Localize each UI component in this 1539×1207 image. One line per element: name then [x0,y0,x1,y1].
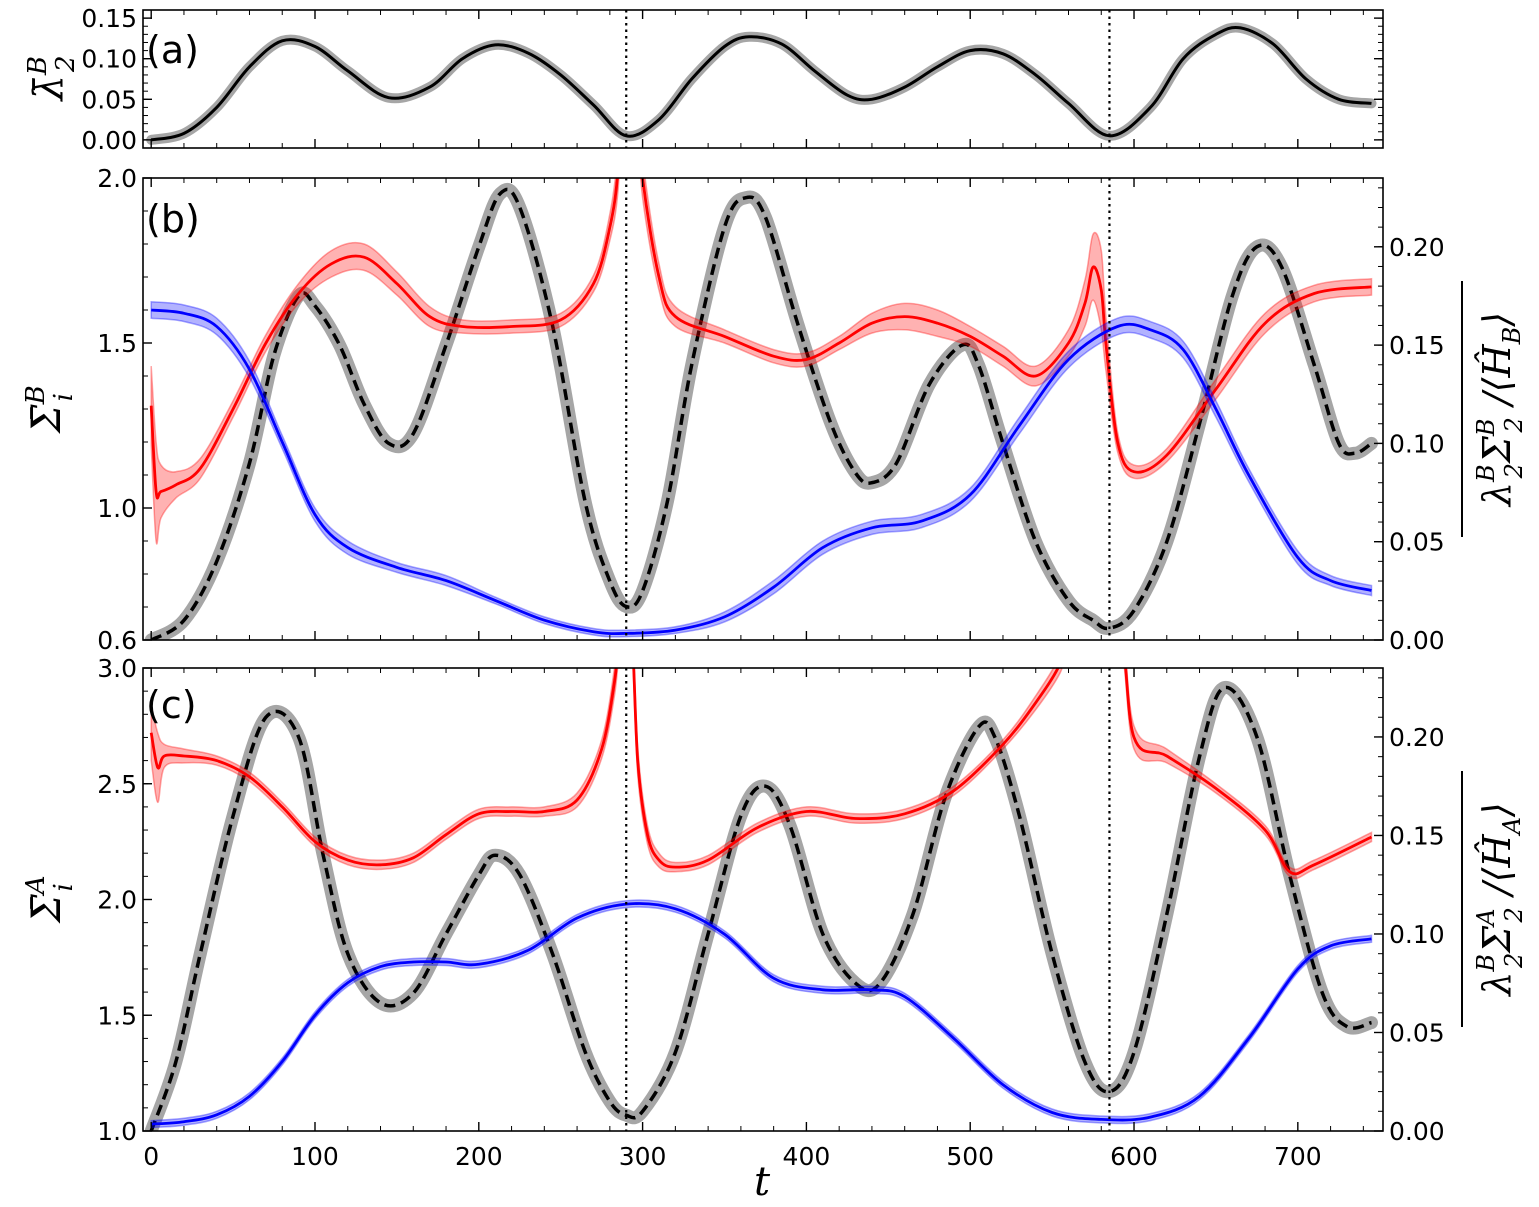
panel-a-series-0-spread [146,22,1377,145]
panel-c-series-1-line [151,902,1372,1126]
panel-c-xtick-label-6: 600 [1110,1142,1158,1171]
svg-text:Σ̄Ai: Σ̄Ai [21,875,79,924]
panel-b-ytick-r-label-1: 0.05 [1389,528,1445,557]
panel-a-plot-area [146,22,1377,145]
panel-b-ticks: 0.6 1.0 1.5 2.0 0.00 0.05 0.10 0.15 0.20 [97,164,1444,655]
panel-c-ytick-label-1: 1.5 [97,1001,137,1030]
panel-a-marks [146,10,1377,148]
panel-a-ticks: 0.00 0.05 0.10 0.15 [81,4,1383,155]
panel-b-ylabel-right: λB2ΣB2 /⟨ĤB⟩ [1461,281,1528,537]
panel-c-ylabel-right: λB2ΣA2 /⟨ĤA⟩ [1461,771,1528,1027]
panel-b-ytick-r-label-0: 0.00 [1389,626,1445,655]
panel-a-series-0-line [150,25,1372,142]
panel-c-xtick-label-3: 300 [619,1142,667,1171]
panel-a-ytick-label-2: 0.10 [81,45,137,74]
panel-a: 0.00 0.05 0.10 0.15 (a) λ̄B2 [23,4,1384,155]
panel-a-ylabel: λ̄B2 [23,55,81,102]
svg-text:λB2ΣB2 /⟨ĤB⟩: λB2ΣB2 /⟨ĤB⟩ [1472,312,1528,508]
panel-c-ytick-label-0: 1.0 [97,1117,137,1146]
panel-c-ticks: 1.0 1.5 2.0 2.5 3.0 0.00 0.05 0.10 0.15 0.20 0 100 2… [97,654,1444,1171]
panel-c-marks [144,668,1378,1131]
panel-b-ytick-r-label-2: 0.10 [1389,429,1445,458]
panel-b-ylabel: Σ̄Bi [21,385,79,434]
panel-c-xtick-label-7: 700 [1274,1142,1322,1171]
panel-c-xtick-label-4: 400 [783,1142,831,1171]
panel-b-ytick-label-1: 1.0 [97,494,137,523]
panel-c-ytick-r-label-1: 0.05 [1389,1018,1445,1047]
panel-c-ytick-r-label-3: 0.15 [1389,821,1445,850]
panel-c-label: (c) [146,683,197,727]
panel-a-frame [142,9,1384,149]
panel-a-ytick-label-1: 0.05 [81,85,137,114]
panel-c-ylabel: Σ̄Ai [21,875,79,924]
panel-c-ytick-r-label-4: 0.20 [1389,723,1445,752]
panel-c-ytick-label-2: 2.0 [97,886,137,915]
panel-c-series-1-band [150,899,1373,1129]
panel-b-ytick-r-label-4: 0.20 [1389,233,1445,262]
panel-c-xtick-label-2: 200 [455,1142,503,1171]
panel-c-ytick-label-3: 2.5 [97,770,137,799]
panel-b-series-2-line [150,187,1373,640]
panel-a-ytick-label-3: 0.15 [81,4,137,33]
svg-text:λ̄B2: λ̄B2 [23,55,81,102]
panel-b-ytick-label-2: 1.5 [97,329,137,358]
panel-c-series-0-line [149,668,1373,876]
panel-b-series-0-band [150,178,1373,545]
panel-c-ytick-r-label-2: 0.10 [1389,920,1445,949]
panel-b-series-0-line [149,178,1372,500]
panel-c-xtick-label-0: 0 [143,1142,159,1171]
panel-b-label: (b) [146,197,200,241]
panel-c-plot-area [144,668,1378,1131]
panel-b-ytick-label-3: 2.0 [97,164,137,193]
panel-c-xtick-label-5: 500 [946,1142,994,1171]
panel-c: 1.0 1.5 2.0 2.5 3.0 0.00 0.05 0.10 0.15 0.20 0 100 2… [21,654,1528,1205]
panel-a-ytick-label-0: 0.00 [81,126,137,155]
panel-c-series-2-line [149,685,1372,1131]
x-axis-title: t [754,1159,771,1205]
panel-c-ytick-label-4: 3.0 [97,654,137,683]
panel-a-label: (a) [146,28,199,72]
panel-b-ytick-label-0: 0.6 [97,626,137,655]
panel-b-marks [144,178,1378,640]
panel-b-ytick-r-label-3: 0.15 [1389,331,1445,360]
panel-b-series-1-line [151,308,1372,636]
panel-b-plot-area [144,178,1378,640]
panel-b: 0.6 1.0 1.5 2.0 0.00 0.05 0.10 0.15 0.20 (b) Σ̄B… [21,164,1528,655]
svg-text:Σ̄Bi: Σ̄Bi [21,385,79,434]
panel-c-xtick-label-1: 100 [291,1142,339,1171]
svg-text:λB2ΣA2 /⟨ĤA⟩: λB2ΣA2 /⟨ĤA⟩ [1472,802,1528,998]
panel-c-ytick-r-label-0: 0.00 [1389,1117,1445,1146]
